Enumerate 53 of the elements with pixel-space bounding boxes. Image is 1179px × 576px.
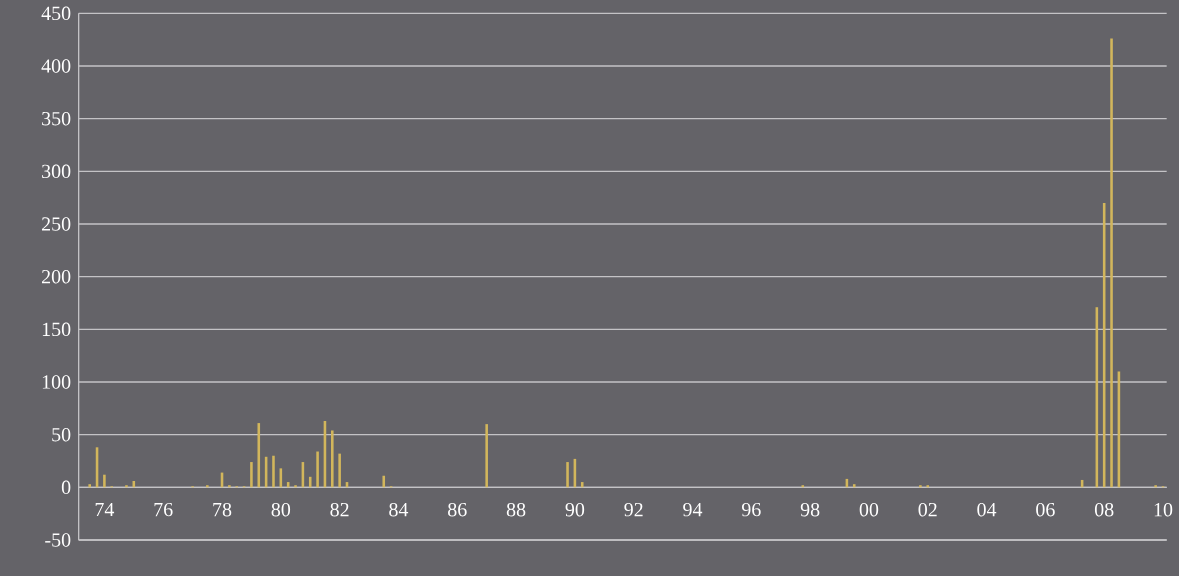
x-tick-label: 96	[741, 502, 761, 517]
x-tick-label: 94	[683, 502, 703, 517]
x-tick-label: 02	[918, 502, 937, 517]
y-tick-label: 300	[42, 164, 71, 179]
bar	[331, 430, 334, 488]
y-tick-label: 150	[42, 322, 71, 337]
x-tick-label: 74	[95, 502, 115, 517]
bar	[926, 485, 930, 488]
bar	[294, 485, 297, 488]
bar	[801, 485, 805, 488]
x-tick-label: 98	[800, 502, 820, 517]
bar	[338, 453, 341, 488]
x-tick-label: 76	[154, 502, 173, 517]
bar	[103, 474, 106, 488]
bar	[257, 423, 261, 488]
y-tick-label: 400	[41, 59, 71, 73]
bar	[206, 485, 209, 488]
y-tick-label: 50	[52, 427, 71, 442]
x-tick-label: 10	[1154, 502, 1173, 517]
bar	[308, 476, 312, 488]
x-tick-label: 84	[389, 502, 409, 517]
bar	[250, 462, 253, 488]
x-tick-label: 04	[977, 502, 997, 517]
bar	[580, 482, 584, 488]
x-tick-label: 86	[448, 502, 467, 517]
y-tick-label: 200	[41, 269, 71, 284]
bar	[919, 485, 922, 488]
x-tick-label: 06	[1036, 502, 1055, 517]
x-tick-label: 00	[859, 502, 879, 517]
y-tick-label: 0	[61, 480, 71, 495]
x-tick-label: 90	[565, 502, 585, 517]
x-tick-label: 80	[271, 502, 291, 517]
bar	[316, 451, 319, 488]
bar	[125, 485, 128, 488]
bar	[88, 484, 91, 488]
x-tick-label: 78	[213, 502, 232, 517]
bar	[852, 484, 856, 488]
y-tick-label: 450	[41, 6, 71, 21]
x-tick-label: 88	[506, 502, 526, 517]
y-tick-label: -50	[45, 533, 71, 547]
bar	[228, 485, 231, 488]
y-tick-label: 350	[42, 111, 71, 126]
x-tick-label: 82	[330, 502, 349, 517]
x-tick-label: 92	[624, 502, 643, 517]
bar	[566, 462, 569, 488]
bar	[1154, 485, 1157, 488]
y-tick-label: 100	[42, 375, 71, 389]
bar	[272, 455, 275, 488]
y-tick-label: 250	[41, 217, 71, 231]
bar	[485, 424, 488, 488]
x-tick-label: 08	[1094, 502, 1114, 517]
bar	[1110, 38, 1113, 488]
bar	[382, 475, 386, 488]
